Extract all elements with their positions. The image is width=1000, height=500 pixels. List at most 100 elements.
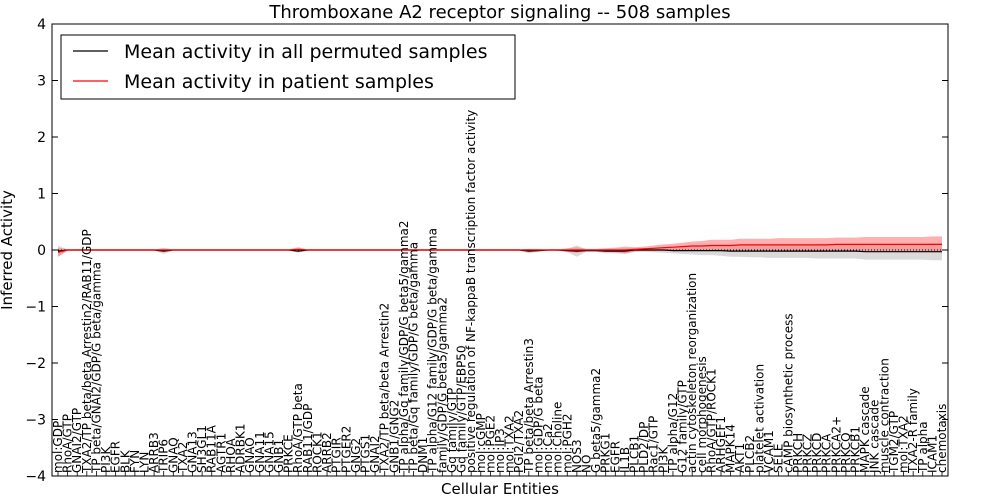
x-category-label: ADRBK1 — [234, 424, 248, 474]
x-category-label: IL1B — [618, 447, 632, 473]
legend-box — [60, 34, 516, 100]
y-tick-label: −2 — [25, 356, 46, 372]
x-category-label: TP alpha — [916, 421, 930, 474]
x-category-label: G beta5/gamma2 — [589, 368, 603, 473]
x-category-label: GNA13 — [186, 431, 200, 473]
x-category-label: mol:GDP — [51, 421, 65, 473]
chart-title: Thromboxane A2 receptor signaling -- 508… — [268, 2, 730, 23]
series-line-patient — [57, 243, 942, 253]
x-category-label: TXA2/TP beta/beta Arrestin2 — [378, 303, 392, 474]
x-category-label: cAMP biosynthetic process — [781, 313, 795, 473]
x-category-label: PLD2/DP — [637, 422, 651, 473]
x-category-label: PRKCB1 — [849, 426, 863, 473]
x-category-label: SELE — [772, 444, 786, 473]
x-category-label: PLCB1 — [628, 435, 642, 473]
x-category-label: PRKG1 — [599, 433, 613, 473]
x-category-label: PRKCH — [791, 433, 805, 473]
x-category-label: AKT1 — [733, 443, 747, 473]
x-category-label: TP beta/Gq family/GDP/G beta/gamma — [407, 242, 421, 474]
x-category-label: RhoA/GTP beta — [291, 383, 305, 473]
x-category-label: TXA2-R family — [906, 388, 920, 474]
y-tick-label: −1 — [25, 300, 46, 316]
x-category-label: RhoA/GTP/ROCK1 — [704, 368, 718, 473]
x-category-label: Gq family/GTP — [445, 388, 459, 473]
y-tick-label: 1 — [37, 187, 46, 203]
x-category-label: TXA2/TP beta/beta Arrestin2/RAB11/GDP — [80, 229, 94, 474]
x-category-label: PTGS1 — [359, 434, 373, 473]
x-category-label: MAPK cascade — [858, 386, 872, 473]
x-category-label: RhoA/GTP — [61, 414, 75, 473]
x-category-label: PTGER2 — [339, 426, 353, 473]
y-tick-label: 2 — [37, 130, 46, 146]
x-category-label: Gq family/GTP/EBP50 — [455, 345, 469, 473]
x-category-label: mol:GDP/G beta — [531, 377, 545, 473]
x-category-label: PLCB2 — [743, 435, 757, 473]
legend-label-permuted: Mean activity in all permuted samples — [124, 41, 487, 63]
y-axis-label: Inferred Activity — [0, 190, 16, 310]
x-category-label: ARHGEF1 — [714, 416, 728, 473]
x-category-label: PRKCD — [810, 433, 824, 473]
x-category-label: SH3GL1 — [195, 425, 209, 473]
x-category-label: PRKCA2+ — [829, 416, 843, 473]
x-category-label: PTGIR — [330, 437, 344, 473]
x-category-label: EGFR — [109, 441, 123, 473]
x-category-label: LYN — [138, 452, 152, 473]
x-category-label: GNB1 — [272, 439, 286, 473]
x-category-label: TP alpha/G12 family/GDP/G beta/gamma — [426, 228, 440, 474]
x-category-label: NOS3 — [570, 439, 584, 473]
x-category-label: GNB1/GNG2 — [387, 400, 401, 473]
x-category-label: GNG2 — [349, 438, 363, 473]
x-category-label: ICAM1 — [925, 435, 939, 473]
x-category-label: GNA15 — [262, 431, 276, 473]
x-category-label: RHOA — [224, 437, 238, 473]
plot-area: −4−3−2−101234mol:GDPRhoA/GTPGNAI2/GTPTXA… — [25, 17, 949, 485]
x-category-label: mol:Ca2 — [541, 423, 555, 473]
x-category-label: GNA11 — [253, 431, 267, 473]
y-tick-label: 0 — [37, 243, 46, 259]
x-category-label: TXA2 — [176, 442, 190, 474]
x-category-label: RAB11A — [205, 424, 219, 473]
x-category-label: platelet activation — [752, 364, 766, 473]
x-category-label: muscle contraction — [877, 358, 891, 473]
x-category-label: chemotaxis — [935, 404, 949, 473]
x-category-label: PI3K — [656, 446, 670, 473]
x-category-label: FYN — [128, 450, 142, 473]
x-category-label: positive regulation of NF-kappaB transcr… — [464, 110, 478, 473]
x-category-label: GNAO — [243, 437, 257, 473]
x-category-label: ROCK1 — [310, 431, 324, 473]
x-category-label: mol:Choline — [551, 402, 565, 473]
y-tick-label: 4 — [37, 17, 46, 33]
x-category-label: ARRB3 — [147, 432, 161, 473]
x-category-label: NO — [580, 455, 594, 473]
x-category-label: TP beta/beta Arrestin3 — [522, 338, 536, 474]
x-category-label: RAB11/GDP — [301, 404, 315, 473]
x-category-label: GNAI2 — [368, 435, 382, 473]
x-category-label: cell morphogenesis — [695, 356, 709, 473]
x-category-label: actin cytoskeleton reorganization — [685, 273, 699, 473]
x-category-label: PI3K — [99, 446, 113, 473]
x-category-label: mol:PGH2 — [560, 413, 574, 473]
x-category-label: TGM2/GTP — [887, 411, 901, 474]
x-category-label: EGFR — [608, 441, 622, 473]
x-category-label: GNAI2/GTP — [70, 408, 84, 473]
x-category-label: MAPK14 — [724, 424, 738, 473]
x-category-label: mol:TXA2 — [897, 415, 911, 473]
x-category-label: G12 family/GTP — [676, 380, 690, 473]
x-category-label: family/GDP/G beta5/gamma2 — [435, 297, 449, 473]
x-category-label: ARRB2 — [320, 432, 334, 473]
x-category-label: TRIP6 — [157, 439, 171, 474]
x-category-label: mol:cGMP — [474, 413, 488, 473]
legend: Mean activity in all permuted samples Me… — [60, 34, 516, 100]
x-category-label: GNAQ — [166, 437, 180, 473]
x-category-label: TP beta/GNAI2/GDP/G beta/gamma — [89, 262, 103, 474]
y-tick-label: −4 — [25, 469, 46, 485]
x-axis-label: Cellular Entities — [441, 480, 559, 498]
x-category-label: TP alpha/Gq family/GDP/G beta5/gamma2 — [397, 220, 411, 474]
x-category-label: TP alpha/G12 — [666, 393, 680, 474]
patient-spread-band — [58, 236, 942, 257]
x-category-label: VCAM1 — [762, 430, 776, 473]
x-category-label: PRKCQ — [839, 432, 853, 473]
x-category-label: mol:IP3 — [493, 428, 507, 473]
y-tick-label: −3 — [25, 413, 46, 429]
